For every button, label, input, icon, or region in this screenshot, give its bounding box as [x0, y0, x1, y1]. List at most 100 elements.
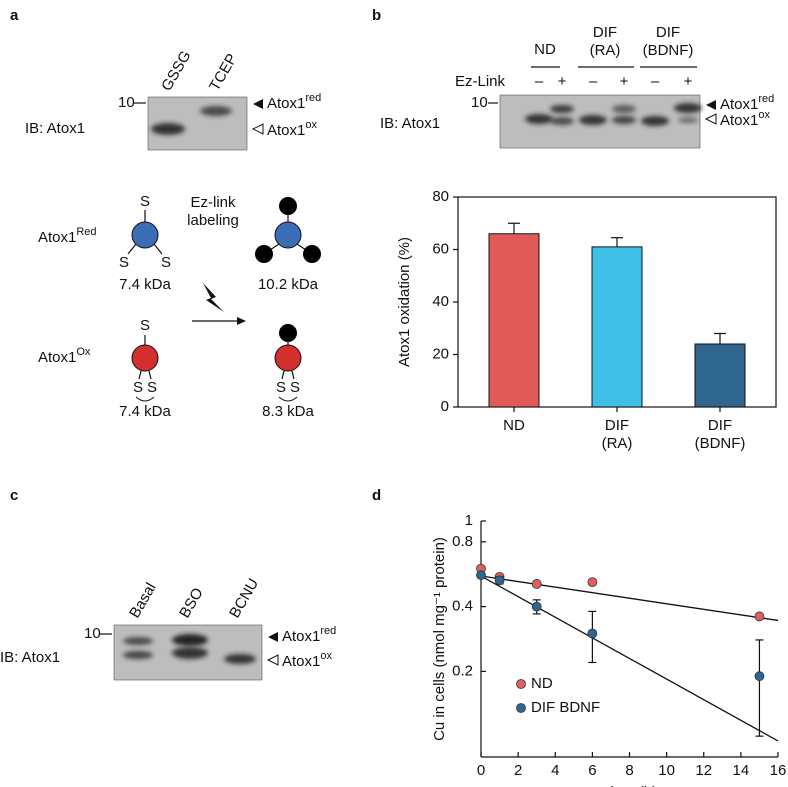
band-label-sup: ox	[320, 650, 332, 662]
band-label-sup: red	[305, 92, 321, 104]
sulfur-label: S	[147, 379, 157, 396]
legend-marker	[516, 703, 526, 713]
disulfide	[135, 396, 155, 402]
y-tick-label: 0	[441, 398, 449, 415]
bar	[591, 246, 643, 408]
x-tick-label: 16	[770, 762, 787, 779]
x-tick-label: DIF (BDNF)	[694, 417, 746, 452]
arrow-filled	[253, 99, 263, 109]
y-axis-label: Atox1 oxidation (%)	[396, 237, 413, 367]
panel-label: c	[10, 487, 18, 504]
x-tick-label: 4	[551, 762, 559, 779]
band-label-sup: ox	[305, 119, 317, 131]
band-label-base: Atox1	[720, 96, 758, 113]
protein	[274, 221, 302, 249]
y-tick-label: 40	[432, 293, 449, 310]
sulfur-label: S	[140, 193, 150, 210]
bar	[694, 343, 746, 408]
label-tag	[303, 245, 321, 263]
y-tick-label: 1	[465, 512, 473, 529]
sulfur-label: S	[140, 317, 150, 334]
x-tick-label: 10	[658, 762, 675, 779]
band-label-sup: red	[758, 93, 774, 105]
blot-band	[172, 647, 208, 659]
bond	[281, 370, 285, 380]
band-label: Atox1red	[720, 93, 774, 113]
species-label-base: Atox1	[38, 349, 76, 366]
x-tick-label: 2	[514, 762, 522, 779]
x-tick-label: 12	[695, 762, 712, 779]
band-label-base: Atox1	[267, 95, 305, 112]
point	[476, 570, 486, 581]
bar	[488, 233, 540, 408]
sulfur-label: S	[133, 379, 143, 396]
protein	[131, 344, 159, 372]
band-label: Atox1ox	[267, 119, 317, 139]
minus-label: –	[651, 73, 660, 90]
bond	[148, 370, 152, 380]
marker-label: 10	[471, 94, 488, 111]
bond	[153, 243, 163, 255]
minus-label: –	[589, 73, 598, 90]
y-tick-label: 20	[432, 345, 449, 362]
x-tick-label: 0	[477, 762, 485, 779]
blot-band	[612, 105, 636, 113]
point	[754, 611, 765, 622]
protein	[274, 344, 302, 372]
protein	[131, 221, 159, 249]
bond	[291, 370, 295, 380]
mass-label: 7.4 kDa	[119, 403, 171, 420]
disulfide	[278, 396, 298, 402]
blot-band	[641, 116, 669, 126]
plus-label: +	[558, 73, 567, 90]
x-tick-label: ND	[503, 417, 525, 434]
arrow-open	[266, 654, 279, 666]
band-label-base: Atox1	[282, 628, 320, 645]
bond	[127, 243, 137, 255]
blot-band	[224, 654, 256, 664]
x-tick-label: DIF (RA)	[601, 417, 633, 452]
fit-line	[480, 575, 779, 742]
band-label-sup: ox	[758, 109, 770, 121]
band-label: Atox1red	[282, 625, 336, 645]
sulfur-label: S	[290, 379, 300, 396]
blot-band	[200, 106, 232, 116]
group-label: ND	[534, 41, 556, 58]
blot-band	[550, 117, 574, 125]
lane-label: TCEP	[206, 51, 241, 94]
group-label: DIF (BDNF)	[642, 24, 694, 59]
band-label-base: Atox1	[720, 112, 758, 129]
bond	[138, 370, 142, 380]
bond	[296, 243, 307, 251]
arrow-open	[251, 123, 264, 135]
y-tick-label: 0.4	[452, 598, 473, 615]
band-label-base: Atox1	[267, 122, 305, 139]
label-tag	[279, 197, 297, 215]
panel-label: b	[372, 7, 381, 24]
lane-label: Basal	[126, 580, 159, 621]
mass-label: 7.4 kDa	[119, 276, 171, 293]
sulfur-label: S	[276, 379, 286, 396]
plus-label: +	[684, 73, 693, 90]
group-label: DIF (RA)	[589, 24, 621, 59]
point	[754, 671, 765, 682]
legend-label: ND	[531, 675, 553, 692]
lane-label: BCNU	[226, 576, 262, 621]
lane-label: GSSG	[158, 48, 194, 94]
blot-band	[151, 123, 185, 135]
point	[531, 601, 542, 612]
mass-label: 10.2 kDa	[258, 276, 319, 293]
y-axis-label: Cu in cells (nmol mg⁻¹ protein)	[431, 537, 448, 741]
blot-band	[123, 651, 153, 659]
species-label: Atox1Red	[38, 226, 97, 246]
reagent-label: Ez-Link	[455, 73, 506, 90]
point	[587, 628, 598, 639]
blot-band	[579, 115, 607, 125]
blot-band	[172, 634, 208, 646]
band-label: Atox1ox	[720, 109, 770, 129]
label-tag	[279, 324, 297, 342]
blot-band	[550, 105, 574, 113]
lightning	[203, 283, 224, 312]
